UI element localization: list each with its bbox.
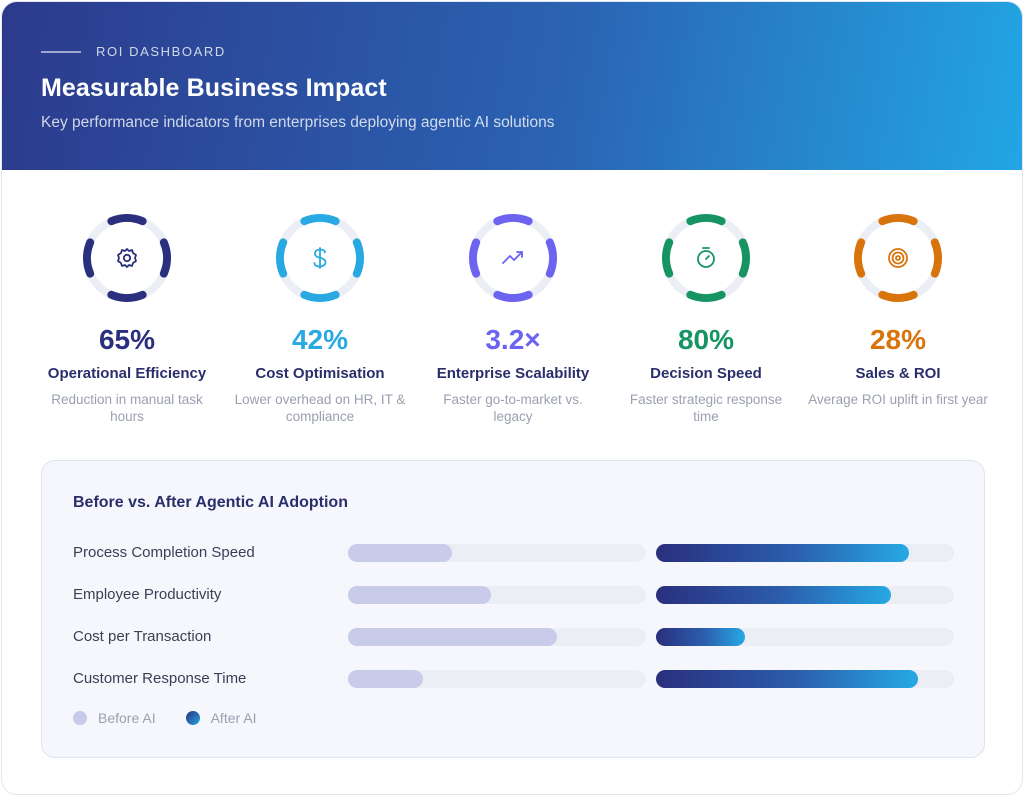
page-subtitle: Key performance indicators from enterpri… bbox=[41, 114, 555, 131]
kpi-label: Enterprise Scalability bbox=[436, 365, 590, 382]
ring-segment bbox=[878, 214, 918, 226]
dashboard-header: ROI DASHBOARD Measurable Business Impact… bbox=[2, 2, 1022, 170]
ring-segment bbox=[493, 214, 533, 226]
comparison-row: Customer Response Time bbox=[42, 669, 984, 689]
kpi-value: 80% bbox=[677, 324, 735, 355]
ring-segment bbox=[107, 290, 147, 302]
ring-segment bbox=[159, 238, 171, 278]
before-bar bbox=[348, 628, 557, 646]
before-bar-track bbox=[348, 628, 646, 646]
kpi-value: 28% bbox=[869, 324, 927, 355]
ring-segment bbox=[686, 214, 726, 226]
legend-item-after: After AI bbox=[185, 710, 257, 726]
ring-segment bbox=[107, 214, 147, 226]
after-bar bbox=[656, 670, 919, 688]
kpi-value: 42% bbox=[291, 324, 349, 355]
kpi-label: Sales & ROI bbox=[855, 365, 941, 382]
legend-label: After AI bbox=[210, 710, 257, 726]
ring-segment bbox=[930, 238, 942, 278]
comparison-row: Employee Productivity bbox=[42, 585, 984, 605]
kpi-ring bbox=[83, 214, 171, 302]
kpi-cost-optimisation: 42% Cost Optimisation Lower overhead on … bbox=[225, 210, 415, 425]
ring-segment bbox=[300, 214, 340, 226]
page-title: Measurable Business Impact bbox=[41, 74, 387, 102]
ring-segment bbox=[493, 290, 533, 302]
kpi-label: Decision Speed bbox=[650, 365, 762, 382]
kpi-description: Average ROI uplift in first year bbox=[808, 392, 988, 407]
ring-segment bbox=[662, 238, 674, 278]
comparison-row: Process Completion Speed bbox=[42, 543, 984, 563]
kpi-description: Reduction in manual task hours bbox=[51, 392, 203, 424]
legend: Before AI After AI bbox=[73, 710, 287, 726]
kpi-description: Faster strategic response time bbox=[629, 392, 783, 424]
ring-segment bbox=[300, 290, 340, 302]
before-bar bbox=[348, 670, 423, 688]
comparison-row: Cost per Transaction bbox=[42, 627, 984, 647]
gear-icon bbox=[117, 248, 137, 268]
after-bar-track bbox=[656, 544, 954, 562]
before-swatch bbox=[73, 711, 87, 725]
row-label: Customer Response Time bbox=[73, 670, 247, 687]
row-label: Process Completion Speed bbox=[73, 544, 255, 561]
kpi-description: Lower overhead on HR, IT & compliance bbox=[234, 392, 406, 424]
after-bar bbox=[656, 628, 746, 646]
ring-segment bbox=[276, 238, 288, 278]
kpi-sales-roi: 28% Sales & ROI Average ROI uplift in fi… bbox=[803, 210, 993, 408]
eyebrow: ROI DASHBOARD bbox=[41, 44, 226, 59]
after-bar-track bbox=[656, 670, 954, 688]
kpi-ring bbox=[469, 214, 557, 302]
after-bar bbox=[656, 586, 892, 604]
eyebrow-divider bbox=[41, 50, 81, 53]
target-icon bbox=[888, 248, 908, 268]
after-bar-track bbox=[656, 586, 954, 604]
legend-item-before: Before AI bbox=[73, 710, 156, 726]
kpi-ring bbox=[276, 214, 364, 302]
before-bar-track bbox=[348, 670, 646, 688]
trending-up-icon bbox=[502, 251, 523, 264]
ring-segment bbox=[352, 238, 364, 278]
kpi-decision-speed: 80% Decision Speed Faster strategic resp… bbox=[611, 210, 801, 425]
before-bar-track bbox=[348, 544, 646, 562]
before-bar bbox=[348, 544, 453, 562]
after-swatch bbox=[185, 711, 200, 725]
ring-segment bbox=[83, 238, 95, 278]
row-label: Employee Productivity bbox=[73, 586, 222, 603]
row-label: Cost per Transaction bbox=[73, 628, 212, 645]
before-bar bbox=[348, 586, 492, 604]
kpi-label: Operational Efficiency bbox=[47, 365, 207, 382]
kpi-ring bbox=[854, 214, 942, 302]
stopwatch-icon bbox=[697, 247, 715, 268]
kpi-value: 3.2× bbox=[485, 324, 541, 355]
ring-segment bbox=[854, 238, 866, 278]
eyebrow-label: ROI DASHBOARD bbox=[96, 44, 226, 59]
ring-segment bbox=[738, 238, 750, 278]
before-bar-track bbox=[348, 586, 646, 604]
legend-label: Before AI bbox=[98, 710, 156, 726]
after-bar bbox=[656, 544, 910, 562]
kpi-label: Cost Optimisation bbox=[255, 365, 385, 382]
ring-segment bbox=[469, 238, 481, 278]
kpi-ring bbox=[662, 214, 750, 302]
after-bar-track bbox=[656, 628, 954, 646]
comparison-title: Before vs. After Agentic AI Adoption bbox=[73, 494, 348, 511]
ring-segment bbox=[878, 290, 918, 302]
ring-segment bbox=[545, 238, 557, 278]
kpi-enterprise-scalability: 3.2× Enterprise Scalability Faster go-to… bbox=[418, 210, 608, 425]
kpi-value: 65% bbox=[98, 324, 156, 355]
kpi-operational-efficiency: 65% Operational Efficiency Reduction in … bbox=[32, 210, 222, 425]
dollar-icon bbox=[313, 247, 327, 269]
comparison-panel: Before vs. After Agentic AI Adoption Pro… bbox=[41, 460, 985, 758]
kpi-description: Faster go-to-market vs. legacy bbox=[443, 392, 583, 424]
ring-segment bbox=[686, 290, 726, 302]
